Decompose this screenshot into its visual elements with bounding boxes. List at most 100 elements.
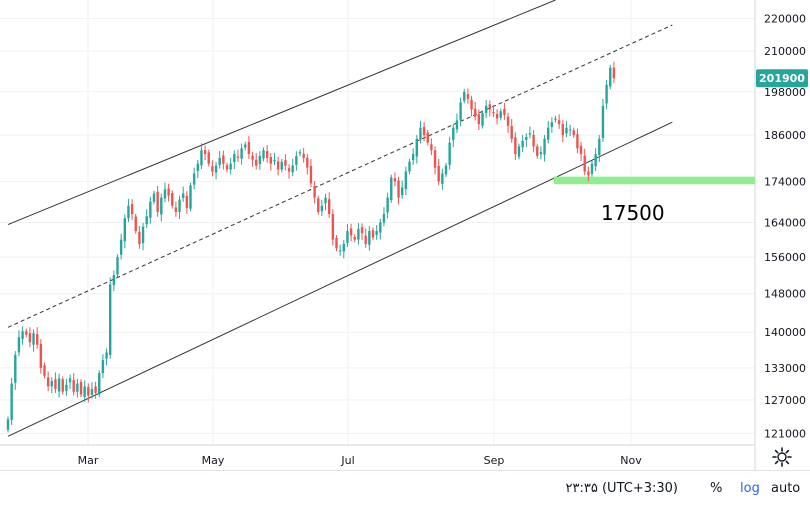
y-tick-label: 156000 [764, 251, 806, 264]
candle [532, 130, 535, 153]
candle [506, 112, 510, 133]
candle [203, 145, 207, 160]
log-scale-button[interactable]: log [740, 481, 760, 496]
channel-middle-line[interactable] [7, 24, 673, 328]
channel-lower-line[interactable] [7, 121, 673, 437]
candle [174, 201, 178, 217]
candle [141, 222, 145, 251]
candle [127, 198, 130, 223]
x-tick-label: Sep [484, 454, 505, 467]
candle [360, 223, 364, 241]
candle [528, 126, 532, 139]
candle [287, 164, 291, 179]
candle [317, 195, 320, 215]
candle [240, 143, 243, 165]
candle [112, 270, 116, 292]
y-tick-label: 148000 [764, 288, 806, 301]
candle [306, 154, 309, 175]
candle [579, 142, 583, 162]
candle [601, 99, 605, 142]
candle [484, 100, 488, 118]
candle [156, 185, 159, 217]
candle [437, 159, 440, 186]
candle [276, 156, 280, 176]
candle [338, 244, 342, 256]
candle [444, 162, 448, 178]
toolbar-divider [0, 470, 810, 471]
candle [386, 192, 389, 219]
candle [46, 371, 50, 392]
support-zone[interactable] [554, 176, 755, 185]
candle [65, 378, 68, 396]
candle [517, 143, 521, 160]
gear-icon[interactable] [770, 445, 794, 469]
candle [353, 234, 356, 243]
candle [474, 101, 477, 121]
chart-svg: 121000 127000 133000 140000 148000 156000 1640… [0, 0, 808, 470]
auto-scale-button[interactable]: auto [771, 481, 801, 496]
y-tick-label: 140000 [764, 326, 806, 339]
y-tick-label: 220000 [764, 13, 806, 26]
candle [547, 120, 550, 144]
candle [280, 158, 283, 173]
candle [499, 108, 502, 121]
candle [57, 373, 61, 398]
candle [119, 233, 123, 260]
candle [335, 235, 338, 252]
candle [525, 133, 528, 147]
candle [244, 141, 247, 151]
candle [17, 330, 21, 357]
channel-upper-line[interactable] [7, 0, 556, 226]
candle [514, 132, 517, 160]
candle [422, 122, 426, 142]
candle [116, 254, 119, 278]
candle [302, 147, 305, 163]
candle [605, 79, 608, 110]
candle [236, 149, 240, 162]
candle [576, 128, 579, 154]
candle [207, 149, 210, 167]
candle [320, 199, 324, 217]
candle [309, 159, 313, 188]
candle [572, 127, 575, 138]
candle [269, 153, 272, 171]
x-tick-label: Nov [620, 454, 642, 467]
candle [21, 326, 24, 345]
candle [101, 354, 105, 378]
x-tick-label: Jul [340, 454, 354, 467]
candle [452, 123, 455, 148]
candle [54, 372, 57, 393]
candle [178, 195, 181, 219]
candle [222, 150, 225, 170]
candle [61, 376, 64, 395]
candle [196, 159, 199, 178]
candle [561, 120, 564, 143]
candle [463, 88, 466, 104]
candle [76, 378, 79, 398]
candle [379, 218, 382, 240]
candle [218, 150, 221, 169]
candle [32, 329, 35, 352]
grid [0, 0, 755, 445]
timezone-label[interactable]: ۲۳:۳۵ (UTC+3:30) [565, 481, 678, 496]
candle [470, 95, 473, 117]
y-tick-label: 121000 [764, 427, 806, 440]
x-tick-label: Mar [78, 454, 99, 467]
candle [258, 151, 262, 170]
candle [371, 227, 375, 241]
candle [10, 377, 13, 425]
price-channel[interactable] [7, 0, 673, 437]
x-axis: Mar May Jul Sep Nov [0, 444, 755, 467]
candle [583, 148, 586, 176]
candle [375, 225, 378, 240]
candle [265, 145, 269, 163]
candle [466, 88, 470, 104]
y-tick-label: 210000 [764, 45, 806, 58]
candle [98, 370, 101, 398]
candle [189, 182, 192, 212]
candle [324, 193, 327, 211]
percent-scale-button[interactable]: % [710, 481, 723, 496]
candle [130, 199, 134, 220]
candle [211, 160, 214, 177]
candle [262, 147, 265, 162]
